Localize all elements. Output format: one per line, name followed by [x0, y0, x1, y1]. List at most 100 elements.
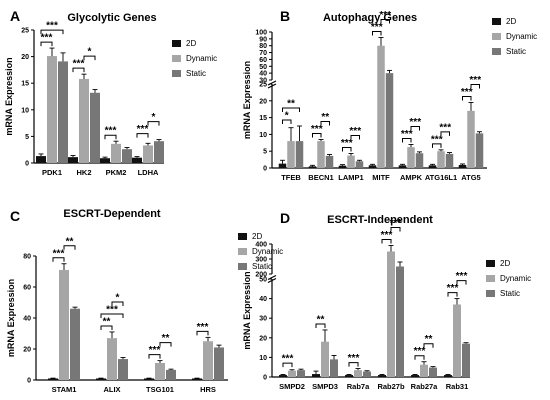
panel-d: D ESCRT-Independent mRNA Expression 0 10 20 30…	[242, 210, 531, 391]
y-tick-label: 80	[259, 43, 267, 50]
significance-bracket	[52, 257, 65, 262]
legend-label-2d: 2D	[252, 232, 262, 241]
y-tick-label: 400	[255, 242, 267, 249]
y-axis-label: mRNA Expression	[242, 271, 252, 349]
y-tick-label: 90	[259, 36, 267, 43]
significance-label: **	[317, 314, 325, 325]
bar-2d-atg16l1	[428, 165, 437, 168]
legend-swatch-dynamic	[486, 275, 495, 282]
panel-letter: C	[10, 208, 20, 224]
axis-break-mark	[267, 83, 277, 89]
significance-label: **	[162, 333, 170, 344]
bar-2d-ampk	[398, 165, 407, 168]
bar-static-pdk1	[58, 61, 68, 163]
y-tick-label: 70	[259, 50, 267, 57]
x-tick-label: PKM2	[106, 168, 127, 177]
x-tick-label: TFEB	[281, 173, 301, 182]
legend-label-2d: 2D	[506, 17, 516, 26]
significance-label: ***	[311, 124, 323, 135]
legend-label-2d: 2D	[500, 259, 510, 268]
y-tick-label: 40	[259, 71, 267, 78]
legend-label-static: Static	[500, 289, 520, 298]
legend-swatch-static	[492, 48, 501, 55]
chart-title: ESCRT-Dependent	[63, 208, 161, 220]
bar-2d-hk2	[68, 157, 78, 163]
y-tick-label: 0	[263, 375, 267, 382]
significance-label: **	[287, 99, 295, 110]
significance-label: ***	[456, 271, 468, 282]
bar-dynamic-mitf	[377, 45, 385, 168]
bar-dynamic-smpd3	[321, 341, 329, 377]
legend-label-dynamic: Dynamic	[500, 274, 531, 283]
x-tick-label: STAM1	[52, 385, 77, 394]
significance-label: ***	[348, 353, 360, 364]
significance-label: **	[321, 112, 329, 123]
y-tick-label: 15	[259, 115, 267, 122]
x-tick-label: Rab31	[446, 382, 469, 391]
significance-label: ***	[73, 59, 85, 70]
significance-label: ***	[341, 138, 353, 149]
significance-label: **	[103, 316, 111, 327]
legend-swatch-static	[172, 70, 181, 77]
bar-static-atg16l1	[445, 153, 454, 168]
legend-label-static: Static	[186, 69, 206, 78]
significance-label: ***	[105, 126, 117, 137]
legend-swatch-2d	[172, 40, 181, 47]
y-tick-label: 25	[259, 82, 267, 89]
bar-static-tfeb	[295, 141, 304, 168]
x-tick-label: SMPD3	[312, 382, 338, 391]
bar-static-atg5	[475, 133, 484, 168]
significance-label: ***	[409, 117, 421, 128]
y-tick-label: 20	[259, 335, 267, 342]
y-tick-label: 40	[23, 316, 31, 323]
x-tick-label: ALIX	[103, 385, 120, 394]
significance-bracket	[315, 323, 326, 328]
significance-label: *	[152, 112, 156, 123]
legend-swatch-static	[238, 263, 247, 270]
y-tick-label: 20	[23, 347, 31, 354]
bar-static-hrs	[214, 347, 224, 380]
bar-2d-tsg101	[144, 378, 154, 380]
panel-a: A Glycolytic Genes mRNA Expression 0 5 10 15 20…	[4, 8, 217, 177]
significance-bracket	[456, 280, 467, 285]
significance-label: ***	[447, 283, 459, 294]
bar-dynamic-rab7a	[354, 370, 362, 377]
significance-bracket	[111, 301, 124, 306]
panel-letter: A	[10, 8, 20, 24]
significance-bracket	[282, 107, 300, 112]
bar-2d-ldha	[132, 157, 142, 163]
significance-bracket	[312, 132, 322, 138]
significance-bracket	[380, 18, 390, 24]
bar-dynamic-ldha	[143, 145, 153, 163]
bar-2d-pkm2	[100, 158, 110, 163]
significance-bracket	[100, 313, 124, 318]
legend-swatch-2d	[492, 18, 501, 25]
x-tick-label: ATG16L1	[425, 173, 457, 182]
x-tick-label: TSG101	[146, 385, 174, 394]
y-tick-label: 60	[23, 285, 31, 292]
bar-2d-pdk1	[36, 156, 46, 163]
significance-label: ***	[53, 248, 65, 259]
y-tick-label: 0	[25, 161, 29, 168]
bar-2d-alix	[96, 378, 106, 380]
significance-bracket	[63, 245, 76, 250]
y-tick-label: 50	[259, 277, 267, 284]
y-axis-label: mRNA Expression	[6, 279, 16, 357]
y-tick-label: 10	[259, 132, 267, 139]
bar-static-rab31	[462, 343, 470, 377]
bar-dynamic-smpd2	[288, 370, 296, 377]
axis-break-mark	[267, 277, 277, 284]
significance-label: ***	[414, 346, 426, 357]
bar-dynamic-rab27a	[420, 364, 428, 377]
significance-label: ***	[390, 218, 402, 229]
x-tick-label: MITF	[372, 173, 390, 182]
bar-static-ampk	[415, 153, 424, 168]
bar-static-smpd3	[330, 359, 338, 377]
significance-bracket	[136, 133, 149, 138]
bar-2d-hrs	[192, 378, 202, 380]
bar-2d-smpd2	[279, 375, 287, 377]
x-tick-label: HRS	[200, 385, 216, 394]
y-tick-label: 100	[255, 30, 267, 37]
legend-label-2d: 2D	[186, 39, 196, 48]
